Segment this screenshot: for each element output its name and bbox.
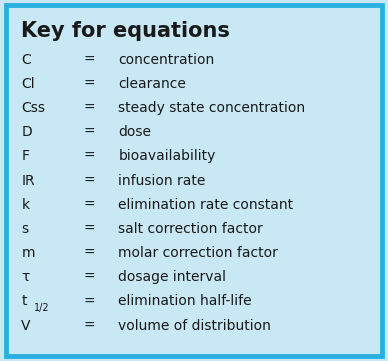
Text: volume of distribution: volume of distribution [118,319,271,332]
Text: dosage interval: dosage interval [118,270,226,284]
Text: k: k [21,198,29,212]
Text: elimination half-life: elimination half-life [118,295,252,308]
Text: s: s [21,222,28,236]
FancyBboxPatch shape [6,5,382,356]
Text: =: = [83,222,95,236]
Text: C: C [21,53,31,66]
Text: V: V [21,319,31,332]
Text: Key for equations: Key for equations [21,21,230,41]
Text: salt correction factor: salt correction factor [118,222,263,236]
Text: F: F [21,149,29,163]
Text: Css: Css [21,101,45,115]
Text: clearance: clearance [118,77,186,91]
Text: =: = [83,174,95,187]
Text: =: = [83,125,95,139]
Text: =: = [83,53,95,66]
Text: concentration: concentration [118,53,215,66]
Text: τ: τ [21,270,29,284]
Text: =: = [83,77,95,91]
Text: =: = [83,319,95,332]
Text: 1/2: 1/2 [34,303,49,313]
Text: =: = [83,270,95,284]
Text: elimination rate constant: elimination rate constant [118,198,293,212]
Text: steady state concentration: steady state concentration [118,101,305,115]
Text: =: = [83,246,95,260]
Text: D: D [21,125,32,139]
Text: =: = [83,295,95,308]
Text: =: = [83,101,95,115]
Text: m: m [21,246,35,260]
Text: IR: IR [21,174,35,187]
Text: =: = [83,149,95,163]
Text: molar correction factor: molar correction factor [118,246,278,260]
Text: Cl: Cl [21,77,35,91]
Text: bioavailability: bioavailability [118,149,216,163]
Text: t: t [21,295,27,308]
Text: dose: dose [118,125,151,139]
Text: =: = [83,198,95,212]
Text: infusion rate: infusion rate [118,174,206,187]
